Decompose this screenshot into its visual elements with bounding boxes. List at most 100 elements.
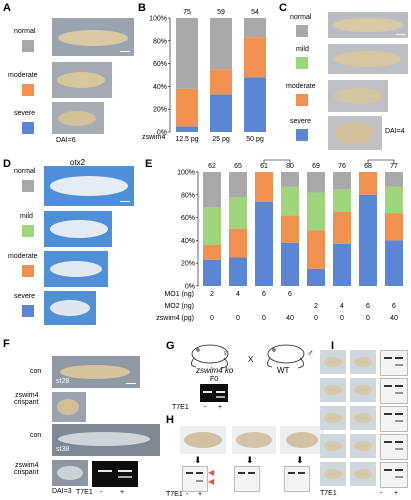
panel-e-letter: E [145,158,153,170]
dose-mo1-1: 2 [210,291,214,298]
n-label: 69 [312,163,320,170]
cross-symbol: X [248,355,254,364]
panel-i-photo-2-1 [320,378,346,402]
panel-g-t7e1: T7E1 [172,404,189,411]
bar-severe-8 [385,240,403,286]
down-arrow-icon: ⬇ [194,455,202,465]
panel-h-minus: - [186,491,189,498]
panel-c-label-moderate: moderate [286,83,316,90]
panel-f-stage-st38: st38 [56,446,70,453]
panel-h-photo-3 [280,426,324,454]
n-label: 62 [208,163,216,170]
panel-d-label-mild: mild [20,213,33,220]
bar-severe-4 [281,242,299,286]
panel-f-label-con-2: con [30,432,42,439]
panel-d-photo-normal [44,166,134,206]
severe-swatch [22,122,34,134]
bar-normal-2 [210,18,232,70]
dose-mo2-6: 4 [340,303,344,310]
dose-zswim4-5: 0 [314,315,318,322]
bar-moderate-5 [307,230,325,269]
panel-f-plus: + [120,489,125,496]
panel-i-photo-2-2 [350,378,376,402]
panel-i-photo-5-1 [320,462,346,486]
panel-h-gel-3 [284,466,310,492]
male-symbol: ♂ [307,348,314,358]
bar-mild-8 [385,186,403,214]
y-tick-label: 60% [181,215,195,222]
panel-f-t7e1: T7E1 [76,489,93,496]
panel-b-row-label: zswim4 [142,134,166,141]
n-label: 61 [260,163,268,170]
panel-a-photo-moderate [52,62,112,98]
panel-h-photo-1 [180,426,226,454]
bar-normal-8 [385,172,403,187]
y-tick-label: 20% [153,107,167,114]
panel-g-minus: - [204,404,207,411]
bar-moderate-7 [359,172,377,195]
panel-g-plus: + [218,404,223,411]
bar-severe-3 [255,201,273,286]
panel-h-gel-2 [234,466,260,492]
dose-zswim4-4: 40 [286,315,294,322]
n-label: 75 [183,9,191,16]
panel-i-gel-1 [380,350,408,376]
dose-zswim4-1: 0 [210,315,214,322]
dose-mo1-2: 4 [236,291,240,298]
mild-swatch [22,225,34,237]
moderate-swatch [22,84,34,96]
panel-f-label-crispant-1: zswim4 crispant [14,392,39,406]
panel-i-gel-4 [380,434,408,460]
significance-label: ** [378,158,384,161]
panel-b-chart: 0% 20% 40% 60% 80% 100% 75 12.5 pg 59 25 pg 54 50 p… [149,9,266,143]
panel-d-label-severe: severe [14,293,36,300]
panel-h-photo-2 [232,426,276,454]
significance-bracket [367,159,395,164]
panel-i-plus: + [394,490,399,497]
arrowhead-icon: ◀ [208,468,215,477]
panel-i-letter: I [331,340,335,352]
bar-severe-2 [210,94,232,132]
bar-moderate-3 [255,172,273,202]
x-tick-label: 12.5 pg [175,136,198,143]
bar-severe-5 [307,268,325,286]
dose-mo1-4: 6 [288,291,292,298]
y-tick-label: 0% [185,284,195,291]
bar-moderate-1 [203,244,221,260]
frog-cross-diagram [191,344,305,369]
y-tick-label: 80% [153,38,167,45]
bar-moderate-6 [333,211,351,244]
n-label: 80 [286,163,294,170]
panel-f-photo-crispant-st38 [52,460,88,486]
down-arrow-icon: ⬇ [246,455,254,465]
bar-mild-4 [281,186,299,216]
bar-mild-5 [307,192,325,231]
panel-e-row-mo2: MO2 (ng) [164,303,194,310]
panel-d-photo-severe [44,291,96,325]
bar-moderate-8 [385,213,403,241]
panel-f-minus: - [100,489,103,496]
panel-i-gel-2 [380,378,408,404]
significance-bracket [263,159,291,164]
frog-ko-icon [191,344,229,369]
frog-wt-icon [267,344,305,369]
female-symbol: ♀ [222,348,229,358]
panel-i-photo-3-2 [350,406,376,430]
y-tick-label: 80% [181,192,195,199]
significance-label: ** [274,158,280,161]
x-tick-label: 25 pg [212,136,230,143]
panel-g-ko-label: zswim4 ko [196,366,234,375]
normal-swatch [22,180,34,192]
panel-f-gel [92,461,138,487]
panel-i-minus: - [380,490,383,497]
n-label: 77 [390,163,398,170]
severe-swatch [22,305,34,317]
panel-c-label-normal: normal [290,14,312,21]
panel-f-label-crispant-2: zswim4 crispant [14,462,39,476]
y-tick-label: 0% [157,130,167,137]
panel-c-photo-severe [328,116,382,150]
bar-normal-1 [176,18,198,89]
panel-f-photo-con-st38: st38 [52,424,160,456]
panel-g-gel [200,384,228,402]
y-tick-label: 100% [177,170,195,177]
